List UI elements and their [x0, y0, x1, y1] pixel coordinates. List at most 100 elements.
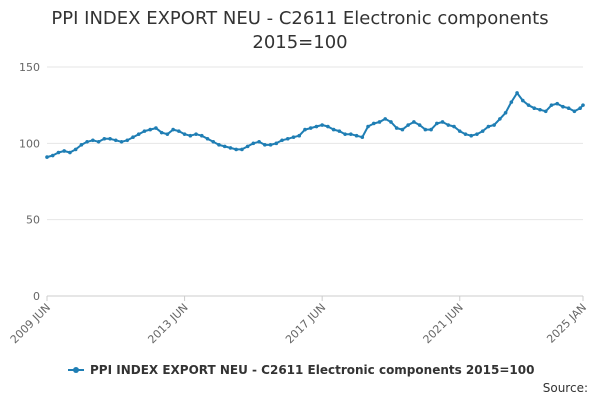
- data-point: [394, 126, 399, 130]
- data-point: [217, 143, 221, 147]
- data-point: [263, 143, 267, 147]
- data-point: [566, 106, 571, 111]
- data-point: [194, 132, 198, 136]
- data-point: [354, 133, 359, 138]
- data-point: [423, 127, 428, 132]
- data-point: [440, 120, 445, 124]
- legend-swatch: [68, 365, 84, 375]
- data-point: [228, 146, 233, 150]
- data-point: [526, 103, 531, 107]
- data-point: [56, 150, 61, 155]
- data-point: [45, 155, 49, 159]
- data-point: [429, 127, 433, 132]
- data-point: [280, 138, 284, 143]
- data-point: [417, 123, 422, 127]
- data-point: [297, 133, 302, 138]
- data-point: [383, 117, 388, 121]
- data-point: [555, 101, 560, 106]
- data-point: [349, 132, 353, 136]
- data-point: [549, 103, 554, 107]
- data-point: [205, 136, 210, 141]
- x-tick-label: 2009 JUN: [8, 301, 53, 346]
- data-point: [91, 138, 95, 143]
- data-point: [463, 132, 468, 136]
- data-point: [389, 120, 393, 124]
- data-point: [240, 147, 244, 152]
- data-point: [538, 107, 542, 112]
- data-point: [136, 132, 141, 136]
- chart-title: PPI INDEX EXPORT NEU - C2611 Electronic …: [51, 8, 549, 29]
- data-point: [412, 120, 416, 124]
- data-point: [211, 140, 216, 144]
- data-point: [222, 144, 227, 149]
- data-point: [234, 147, 238, 152]
- data-point: [171, 127, 175, 132]
- y-tick-label: 0: [33, 290, 40, 303]
- data-point: [154, 126, 158, 130]
- data-point: [159, 130, 164, 135]
- data-point: [125, 138, 130, 143]
- data-point: [182, 132, 187, 136]
- source-label: Source:: [542, 381, 588, 395]
- data-point: [498, 117, 502, 121]
- data-point: [532, 106, 537, 111]
- series-line: [46, 92, 584, 159]
- y-tick-label: 100: [19, 137, 40, 150]
- data-point: [469, 133, 474, 138]
- data-point: [148, 127, 152, 132]
- y-tick-label: 150: [19, 61, 40, 74]
- data-point: [446, 123, 451, 127]
- data-point: [371, 121, 376, 126]
- data-point: [245, 144, 250, 149]
- data-point: [274, 141, 279, 146]
- data-point: [142, 129, 147, 133]
- data-point: [561, 104, 565, 109]
- data-point: [131, 135, 135, 140]
- data-point: [85, 140, 89, 144]
- data-point: [452, 124, 456, 129]
- data-point: [581, 103, 585, 107]
- x-tick-label: 2021 JUN: [421, 301, 466, 346]
- data-point: [503, 111, 508, 115]
- y-tick-label: 50: [26, 214, 40, 227]
- data-point: [543, 109, 548, 114]
- data-point: [314, 124, 319, 129]
- data-point: [406, 123, 410, 127]
- data-point: [377, 120, 382, 124]
- data-point: [457, 129, 462, 133]
- data-point: [251, 141, 256, 146]
- data-point: [572, 109, 577, 114]
- data-point: [475, 132, 479, 136]
- data-point: [331, 127, 336, 132]
- data-point: [79, 143, 84, 147]
- data-point: [578, 106, 582, 111]
- data-point: [366, 124, 370, 129]
- chart-subtitle: 2015=100: [252, 32, 348, 53]
- data-point: [435, 121, 439, 126]
- data-point: [177, 129, 181, 133]
- data-point: [492, 123, 496, 127]
- data-point: [360, 135, 365, 140]
- data-point: [108, 136, 112, 141]
- data-point: [285, 136, 290, 141]
- data-point: [343, 132, 347, 136]
- data-point: [320, 123, 324, 127]
- data-point: [73, 147, 78, 152]
- data-point: [102, 136, 107, 141]
- chart-legend[interactable]: PPI INDEX EXPORT NEU - C2611 Electronic …: [68, 363, 534, 377]
- data-point: [308, 126, 313, 130]
- data-point: [337, 129, 342, 133]
- data-point: [400, 127, 405, 132]
- data-point: [165, 132, 170, 136]
- data-point: [480, 129, 485, 133]
- data-point: [113, 138, 118, 143]
- data-point: [268, 143, 273, 147]
- data-point: [257, 140, 261, 144]
- x-tick-label: 2013 JUN: [145, 301, 190, 346]
- data-point: [119, 140, 124, 144]
- data-point: [326, 124, 330, 129]
- data-point: [521, 98, 525, 103]
- x-tick-label: 2017 JUN: [283, 301, 328, 346]
